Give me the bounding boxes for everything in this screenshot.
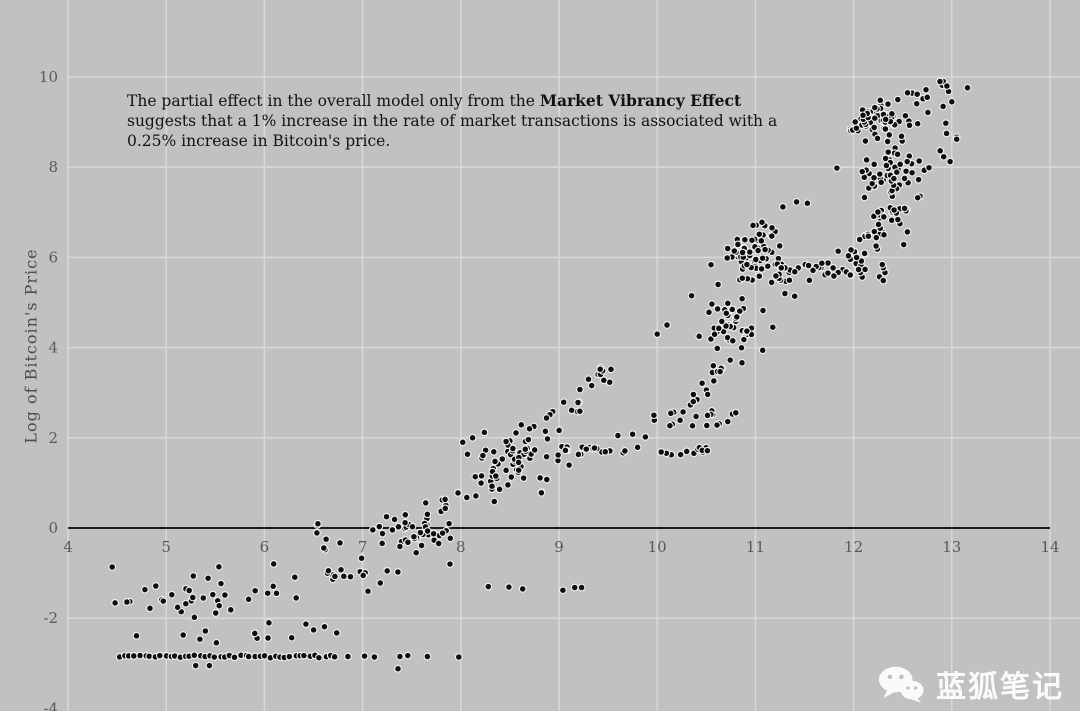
annotation-line-3: 0.25% increase in Bitcoin's price. [127,132,391,150]
watermark: 蓝狐笔记 [878,662,1064,706]
svg-text:-4: -4 [43,699,58,711]
svg-text:13: 13 [942,538,961,556]
wechat-icon [878,666,924,703]
annotation-line-1-normal: The partial effect in the overall model … [127,92,540,110]
svg-text:6: 6 [48,248,58,266]
svg-text:4: 4 [63,538,73,556]
svg-text:4: 4 [48,339,58,357]
svg-text:0: 0 [48,519,58,537]
svg-text:8: 8 [456,538,466,556]
svg-text:2: 2 [48,429,58,447]
svg-text:12: 12 [844,538,863,556]
watermark-text: 蓝狐笔记 [936,670,1064,705]
svg-text:10: 10 [648,538,667,556]
y-axis-title: Log of Bitcoin's Price [21,248,41,444]
svg-text:10: 10 [39,68,58,86]
annotation-line-1: The partial effect in the overall model … [127,91,777,111]
svg-text:-2: -2 [43,609,58,627]
svg-text:8: 8 [48,158,58,176]
annotation-line-1-bold: Market Vibrancy Effect [539,91,742,110]
annotation-text: The partial effect in the overall model … [127,91,777,151]
svg-text:9: 9 [554,538,564,556]
svg-text:6: 6 [260,538,270,556]
svg-text:11: 11 [746,538,765,556]
svg-text:5: 5 [161,538,171,556]
annotation-line-2: suggests that a 1% increase in the rate … [127,112,778,130]
svg-text:7: 7 [358,538,368,556]
svg-text:14: 14 [1040,538,1059,556]
